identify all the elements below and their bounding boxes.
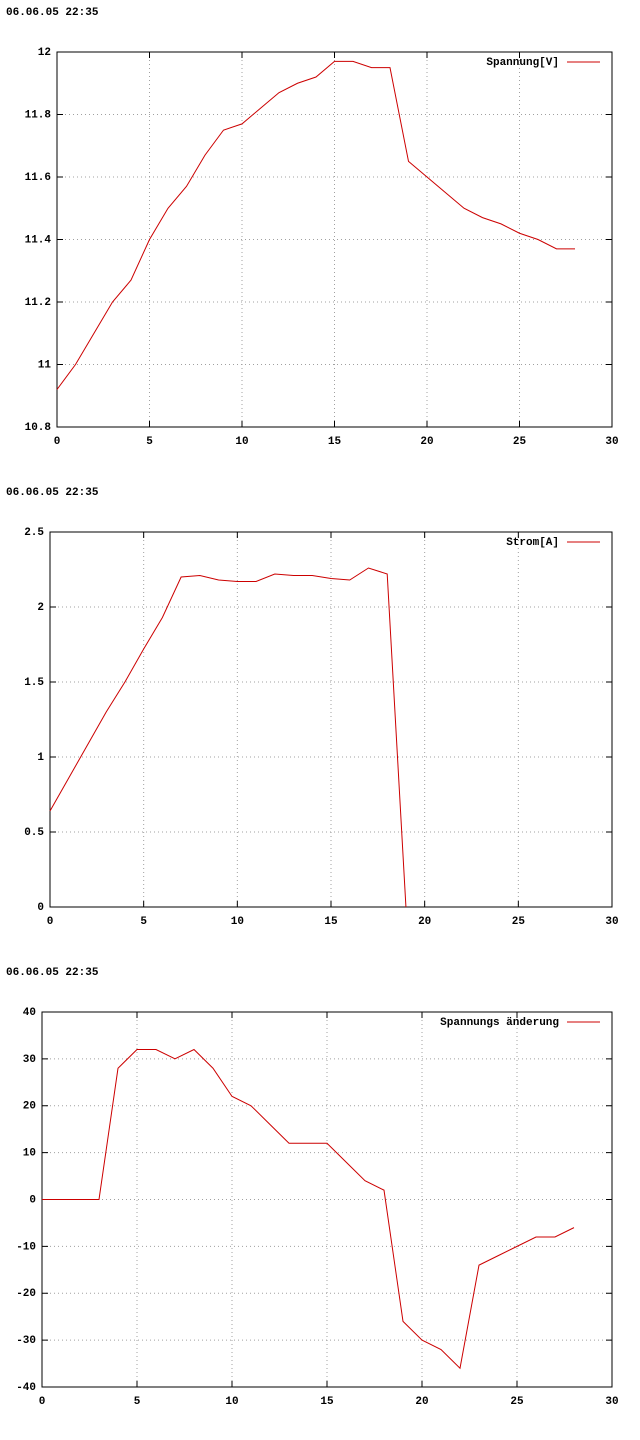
x-tick-label: 5 bbox=[146, 436, 153, 448]
y-tick-label: 0 bbox=[29, 1194, 36, 1206]
y-tick-label: 10.8 bbox=[25, 422, 52, 434]
x-tick-label: 30 bbox=[605, 916, 618, 928]
y-tick-label: -40 bbox=[16, 1382, 36, 1394]
x-tick-label: 25 bbox=[513, 436, 527, 448]
x-tick-label: 15 bbox=[320, 1396, 334, 1408]
x-tick-label: 10 bbox=[225, 1396, 238, 1408]
legend-label: Spannungs änderung bbox=[440, 1017, 559, 1029]
y-tick-label: 30 bbox=[23, 1054, 36, 1066]
y-tick-label: -30 bbox=[16, 1335, 36, 1347]
x-tick-label: 30 bbox=[605, 436, 618, 448]
y-tick-label: 11.4 bbox=[25, 234, 52, 246]
legend-label: Spannung[V] bbox=[486, 57, 559, 69]
y-tick-label: 40 bbox=[23, 1007, 36, 1019]
x-tick-label: 0 bbox=[54, 436, 61, 448]
y-tick-label: 12 bbox=[38, 47, 51, 59]
x-tick-label: 20 bbox=[415, 1396, 428, 1408]
x-tick-label: 30 bbox=[605, 1396, 618, 1408]
y-tick-label: 11 bbox=[38, 359, 52, 371]
plot-frame bbox=[49, 531, 613, 908]
legend-label: Strom[A] bbox=[506, 537, 559, 549]
x-tick-label: 10 bbox=[231, 916, 244, 928]
timestamp: 06.06.05 22:35 bbox=[6, 967, 99, 979]
x-tick-label: 15 bbox=[324, 916, 338, 928]
y-tick-label: 11.8 bbox=[25, 109, 52, 121]
x-tick-label: 5 bbox=[134, 1396, 141, 1408]
x-tick-label: 20 bbox=[420, 436, 433, 448]
y-tick-label: 0 bbox=[37, 902, 44, 914]
y-tick-label: 10 bbox=[23, 1148, 36, 1160]
x-tick-label: 25 bbox=[510, 1396, 524, 1408]
y-tick-label: 1.5 bbox=[24, 677, 44, 689]
data-line bbox=[49, 567, 407, 908]
x-tick-label: 20 bbox=[418, 916, 431, 928]
y-tick-label: -10 bbox=[16, 1241, 36, 1253]
x-tick-label: 25 bbox=[512, 916, 526, 928]
x-tick-label: 5 bbox=[140, 916, 147, 928]
x-tick-label: 10 bbox=[235, 436, 248, 448]
x-tick-label: 0 bbox=[39, 1396, 46, 1408]
data-line bbox=[42, 1048, 575, 1370]
y-tick-label: 11.2 bbox=[25, 297, 51, 309]
y-tick-label: 2.5 bbox=[24, 527, 44, 539]
data-line bbox=[56, 60, 575, 390]
y-tick-label: 20 bbox=[23, 1101, 36, 1113]
y-tick-label: 0.5 bbox=[24, 827, 44, 839]
timestamp: 06.06.05 22:35 bbox=[6, 7, 99, 19]
x-tick-label: 15 bbox=[328, 436, 342, 448]
timestamp: 06.06.05 22:35 bbox=[6, 487, 99, 499]
y-tick-label: -20 bbox=[16, 1288, 36, 1300]
x-tick-label: 0 bbox=[47, 916, 54, 928]
y-tick-label: 11.6 bbox=[25, 172, 51, 184]
y-tick-label: 2 bbox=[37, 602, 44, 614]
plot-frame bbox=[56, 51, 613, 428]
y-tick-label: 1 bbox=[37, 752, 44, 764]
